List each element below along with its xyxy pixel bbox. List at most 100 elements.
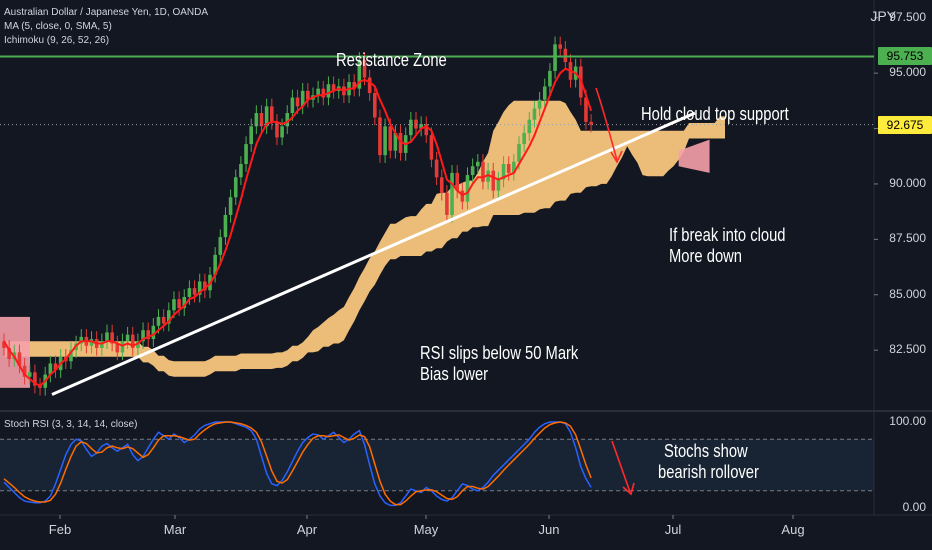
candle [223, 207, 228, 245]
candle-body [373, 93, 377, 118]
price-tick-label: 90.000 [889, 175, 926, 190]
candle [197, 273, 202, 303]
candle [429, 127, 434, 168]
candle-body [213, 254, 217, 275]
month-tick-label: May [413, 522, 439, 537]
candle-body [445, 192, 449, 215]
candle [548, 63, 552, 95]
candle-body [409, 119, 413, 136]
price-tick-label: 97.500 [889, 9, 926, 24]
trendline [51, 111, 696, 396]
candle-body [357, 59, 362, 89]
candle [316, 80, 320, 104]
down-arrow-price [595, 87, 618, 161]
candle-body [203, 281, 207, 291]
candle-body [156, 316, 161, 326]
candle [48, 355, 53, 383]
month-tick-label: Aug [781, 522, 805, 537]
candle [306, 83, 310, 108]
candle [414, 111, 418, 137]
candle [254, 105, 259, 135]
candle [27, 364, 32, 385]
candle-body [172, 299, 176, 311]
candle [290, 89, 295, 121]
candle-body [316, 88, 320, 96]
candle-body [306, 90, 310, 100]
candle [218, 229, 223, 263]
candle [424, 116, 429, 143]
candle-body [295, 97, 300, 107]
candle-body [161, 316, 166, 324]
candle [38, 377, 42, 396]
month-tick-label: Jun [538, 522, 560, 537]
candle [203, 273, 207, 299]
candle [378, 109, 382, 163]
candle-body [233, 177, 238, 198]
candle [275, 114, 279, 146]
candle-body [470, 166, 475, 176]
candle-body [38, 385, 42, 388]
candle [481, 154, 485, 190]
candle-body [393, 132, 398, 151]
annotation-resistance: Resistance Zone [336, 50, 447, 70]
candle-body [244, 144, 248, 164]
candle [249, 118, 253, 152]
candle [439, 169, 444, 201]
overlays [0, 55, 874, 396]
down-arrow-stoch [611, 440, 631, 493]
annotation-rsi-line2: Bias lower [420, 364, 489, 384]
candle [177, 291, 181, 316]
candle [470, 158, 475, 183]
candle-body [239, 164, 243, 178]
stoch-tick-label: 0.00 [902, 500, 926, 514]
candle [537, 91, 542, 117]
candle-body [460, 190, 465, 202]
candle-body [115, 343, 120, 353]
candle-body [141, 330, 145, 342]
candle-body [130, 334, 135, 348]
candle [233, 169, 238, 205]
candle-body [527, 119, 532, 133]
stoch-rsi-pane [0, 421, 874, 507]
candle [270, 98, 274, 130]
stoch-tick-label: 100.00 [889, 414, 926, 428]
candles [2, 36, 593, 396]
candle [239, 156, 243, 186]
candle [512, 154, 516, 181]
candle [450, 165, 454, 223]
candle-body [465, 175, 470, 202]
candle-body [553, 44, 557, 71]
month-tick-label: Apr [296, 522, 318, 537]
candle-body [367, 77, 372, 94]
candle-body [197, 281, 202, 295]
candle [398, 125, 403, 161]
candle [501, 156, 506, 188]
candle [455, 165, 459, 199]
candle-body [522, 132, 526, 145]
price-tick-label: 82.500 [889, 342, 926, 357]
candle-body [548, 70, 552, 87]
candle-body [563, 48, 568, 63]
candle [17, 344, 22, 374]
candle-body [100, 341, 104, 348]
candle [434, 151, 439, 186]
candle-body [89, 339, 94, 346]
annotation-break-line2: More down [669, 246, 743, 266]
candle [110, 324, 114, 352]
candle [393, 125, 398, 159]
candle [491, 162, 496, 199]
candle-body [22, 365, 27, 377]
annotation-stoch-line2: bearish rollover [658, 462, 759, 482]
candle [33, 364, 37, 394]
candle-body [264, 106, 269, 127]
candle [352, 74, 356, 97]
candle-body [167, 310, 171, 324]
candle [100, 333, 104, 356]
candle [182, 289, 187, 316]
candle-body [352, 82, 356, 89]
candle-body [105, 332, 109, 342]
candle-body [182, 296, 187, 309]
candle [285, 105, 290, 135]
candle [22, 357, 27, 385]
